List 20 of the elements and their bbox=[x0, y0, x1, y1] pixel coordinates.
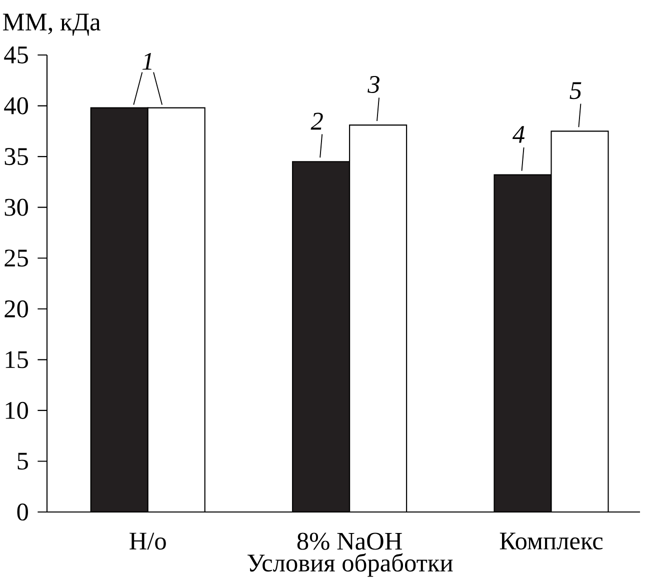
annotation: 3 bbox=[368, 76, 380, 94]
x-tick-label: 8% NaOH bbox=[297, 532, 402, 550]
y-tick-label: 30 bbox=[4, 198, 28, 216]
y-tick-label: 35 bbox=[4, 148, 28, 166]
y-tick-label: 40 bbox=[4, 97, 28, 114]
annotation: 2 bbox=[310, 112, 323, 130]
y-tick-label: 15 bbox=[6, 351, 28, 368]
y-tick-label: 25 bbox=[4, 250, 28, 267]
annotation: 5 bbox=[570, 82, 582, 100]
x-axis-title: Условия обработки bbox=[248, 553, 453, 577]
y-tick-label: 45 bbox=[4, 46, 28, 64]
y-tick-label: 0 bbox=[17, 503, 28, 521]
annotation: 4 bbox=[512, 126, 525, 143]
x-tick-label: Комплекс bbox=[500, 532, 603, 550]
annotation: 1 bbox=[142, 52, 152, 70]
y-axis-title: ММ, кДа bbox=[3, 14, 100, 36]
y-tick-label: 10 bbox=[6, 402, 28, 419]
x-tick-label: Н/о bbox=[130, 532, 166, 550]
y-tick-label: 20 bbox=[4, 300, 28, 318]
y-tick-label: 5 bbox=[18, 452, 28, 470]
